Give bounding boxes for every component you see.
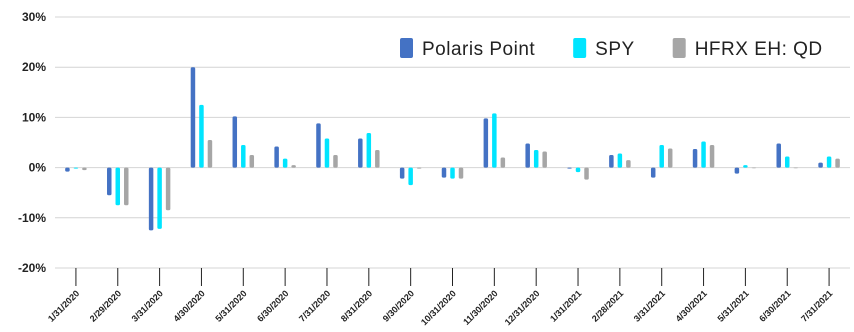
bar-polaris-point bbox=[107, 167, 112, 196]
bar-polaris-point bbox=[650, 167, 656, 178]
x-tick-label: 1/31/2021 bbox=[548, 288, 583, 323]
bar-layer bbox=[65, 67, 840, 231]
bar-spy bbox=[199, 104, 204, 168]
x-tick-label: 5/31/2020 bbox=[213, 288, 248, 323]
legend-label: Polaris Point bbox=[422, 39, 535, 60]
y-tick-label: 10% bbox=[22, 110, 46, 124]
bar-hfrx-eh-qd bbox=[249, 155, 255, 168]
bar-spy bbox=[73, 167, 79, 169]
bar-hfrx-eh-qd bbox=[416, 167, 422, 169]
x-tick-label: 7/31/2020 bbox=[297, 288, 332, 323]
y-tick-label: 0% bbox=[29, 161, 47, 175]
x-tick-label: 8/31/2020 bbox=[339, 288, 374, 323]
bar-polaris-point bbox=[818, 162, 823, 168]
x-tick-label: 3/31/2020 bbox=[130, 288, 165, 323]
x-tick-label: 3/31/2021 bbox=[632, 288, 667, 323]
bar-polaris-point bbox=[525, 143, 530, 168]
x-tick-label: 7/31/2021 bbox=[799, 288, 834, 323]
bar-hfrx-eh-qd bbox=[667, 148, 673, 168]
bar-spy bbox=[241, 145, 246, 168]
bar-spy bbox=[366, 132, 372, 168]
bar-spy bbox=[408, 167, 413, 186]
bar-spy bbox=[450, 167, 455, 179]
bar-spy bbox=[701, 141, 706, 168]
bar-spy bbox=[784, 156, 790, 168]
bar-polaris-point bbox=[609, 155, 614, 168]
x-tick-label: 4/30/2020 bbox=[171, 288, 206, 323]
bar-polaris-point bbox=[316, 123, 321, 168]
bar-hfrx-eh-qd bbox=[291, 165, 296, 168]
bar-spy bbox=[533, 150, 539, 168]
bar-hfrx-eh-qd bbox=[124, 167, 129, 206]
x-tick-label: 4/30/2021 bbox=[674, 288, 709, 323]
legend: Polaris Point SPY HFRX EH: QD bbox=[400, 38, 823, 60]
bar-hfrx-eh-qd bbox=[626, 160, 631, 168]
y-tick-label: 30% bbox=[22, 10, 46, 24]
bar-spy bbox=[617, 153, 623, 168]
bar-hfrx-eh-qd bbox=[458, 167, 464, 179]
bar-spy bbox=[575, 167, 581, 173]
bar-hfrx-eh-qd bbox=[207, 139, 213, 168]
x-tick-label: 1/31/2020 bbox=[46, 288, 81, 323]
bar-hfrx-eh-qd bbox=[165, 167, 171, 211]
bar-hfrx-eh-qd bbox=[375, 150, 380, 168]
bar-hfrx-eh-qd bbox=[82, 167, 87, 171]
bar-hfrx-eh-qd bbox=[835, 158, 840, 168]
x-tick-label: 6/30/2020 bbox=[255, 288, 290, 323]
bar-spy bbox=[659, 145, 664, 168]
bar-hfrx-eh-qd bbox=[793, 167, 798, 169]
bar-polaris-point bbox=[567, 167, 572, 169]
bar-hfrx-eh-qd bbox=[542, 151, 547, 168]
bar-polaris-point bbox=[148, 167, 154, 231]
legend-swatch bbox=[672, 38, 686, 58]
legend-swatch bbox=[400, 38, 413, 58]
bar-spy bbox=[115, 167, 121, 206]
bar-hfrx-eh-qd bbox=[500, 157, 506, 168]
y-tick-label: 20% bbox=[22, 60, 46, 74]
x-tick-label: 5/31/2021 bbox=[715, 288, 750, 323]
x-tick-label: 11/30/2020 bbox=[461, 288, 500, 327]
bar-spy bbox=[743, 165, 748, 168]
bar-polaris-point bbox=[692, 149, 698, 168]
bar-polaris-point bbox=[65, 167, 70, 172]
bar-spy bbox=[826, 156, 832, 168]
bar-polaris-point bbox=[274, 146, 279, 168]
bar-polaris-point bbox=[190, 67, 196, 168]
bar-hfrx-eh-qd bbox=[709, 145, 715, 168]
bar-spy bbox=[324, 138, 330, 168]
bar-polaris-point bbox=[358, 138, 363, 168]
legend-label: HFRX EH: QD bbox=[695, 39, 823, 60]
bar-polaris-point bbox=[399, 167, 405, 179]
legend-label: SPY bbox=[595, 39, 635, 60]
x-tick-label: 2/28/2021 bbox=[590, 288, 625, 323]
bar-polaris-point bbox=[734, 167, 740, 174]
bar-hfrx-eh-qd bbox=[751, 167, 757, 169]
bar-polaris-point bbox=[232, 116, 238, 168]
x-tick-label: 9/30/2020 bbox=[381, 288, 416, 323]
y-axis-ticks: -20% -10% 0% 10% 20% 30% bbox=[18, 10, 46, 275]
bar-hfrx-eh-qd bbox=[333, 155, 338, 168]
bar-hfrx-eh-qd bbox=[584, 167, 589, 180]
x-tick-label: 6/30/2021 bbox=[757, 288, 792, 323]
legend-swatch bbox=[573, 38, 587, 58]
bar-spy bbox=[492, 113, 497, 168]
x-tick-label: 2/29/2020 bbox=[88, 288, 123, 323]
x-tick-label: 10/31/2020 bbox=[419, 288, 458, 327]
bar-polaris-point bbox=[776, 143, 781, 168]
bar-spy bbox=[282, 158, 288, 168]
x-axis-ticks: 1/31/2020 2/29/2020 3/31/2020 4/30/2020 5/31… bbox=[46, 268, 834, 327]
bar-polaris-point bbox=[483, 118, 489, 168]
y-tick-label: -10% bbox=[18, 211, 46, 225]
bar-polaris-point bbox=[441, 167, 447, 178]
x-tick-label: 12/31/2020 bbox=[503, 288, 542, 327]
y-tick-label: -20% bbox=[18, 261, 46, 275]
bar-spy bbox=[157, 167, 162, 229]
